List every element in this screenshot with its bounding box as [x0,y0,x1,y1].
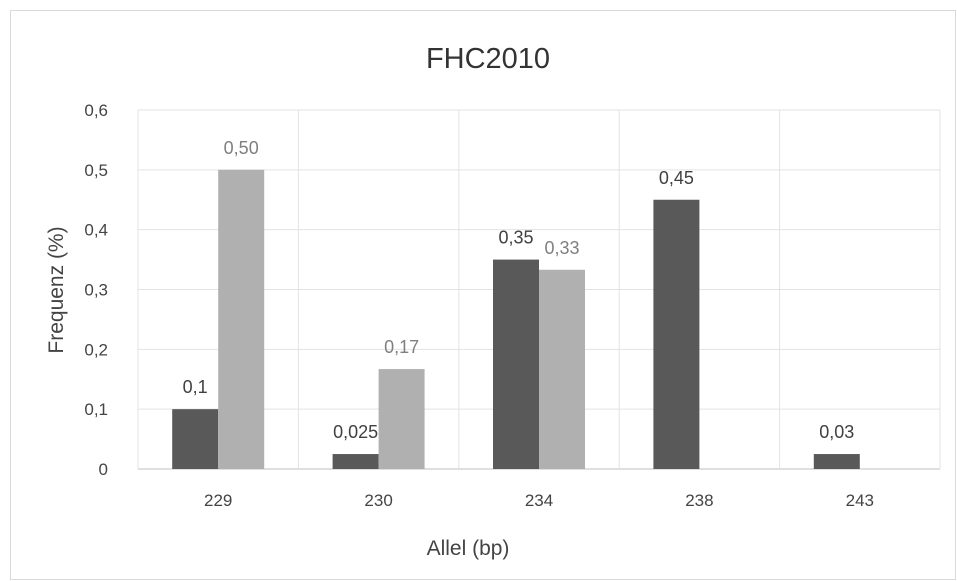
bar [813,454,860,469]
data-label: 0,025 [333,422,378,442]
bar [378,369,425,469]
data-label: 0,45 [659,168,694,188]
bar [218,169,265,470]
bar [172,409,219,469]
chart-frame [10,10,956,580]
y-tick-labels: 0 0,1 0,2 0,3 0,4 0,5 0,6 [84,101,108,479]
data-label: 0,35 [498,228,533,248]
data-label: 0,1 [183,377,208,397]
x-tick-label: 238 [685,491,713,510]
y-tick-label: 0,3 [84,281,108,300]
y-tick-label: 0,1 [84,400,108,419]
bar [539,269,585,469]
gridlines [137,109,941,470]
y-tick-label: 0,5 [84,161,108,180]
x-tick-label: 234 [525,491,553,510]
x-tick-label: 230 [364,491,392,510]
x-axis-label: Allel (bp) [427,537,510,560]
y-tick-label: 0,6 [84,101,108,120]
data-label: 0,03 [819,422,854,442]
data-label: 0,33 [544,238,579,258]
y-tick-label: 0 [99,460,108,479]
x-tick-label: 229 [204,491,232,510]
bar [653,199,700,469]
bar [332,454,379,469]
x-tick-labels: 229 230 234 238 243 [204,491,874,510]
bars [172,169,860,470]
bar [493,259,539,469]
data-labels: 0,1 0,025 0,35 0,45 0,03 0,50 0,17 0,33 [183,138,855,442]
data-label: 0,17 [384,337,419,357]
y-tick-label: 0,4 [84,221,108,240]
y-tick-label: 0,2 [84,340,108,359]
y-axis-label: Frequenz (%) [45,226,68,353]
chart-title: FHC2010 [426,43,550,75]
x-tick-label: 243 [846,491,874,510]
data-label: 0,50 [224,138,259,158]
